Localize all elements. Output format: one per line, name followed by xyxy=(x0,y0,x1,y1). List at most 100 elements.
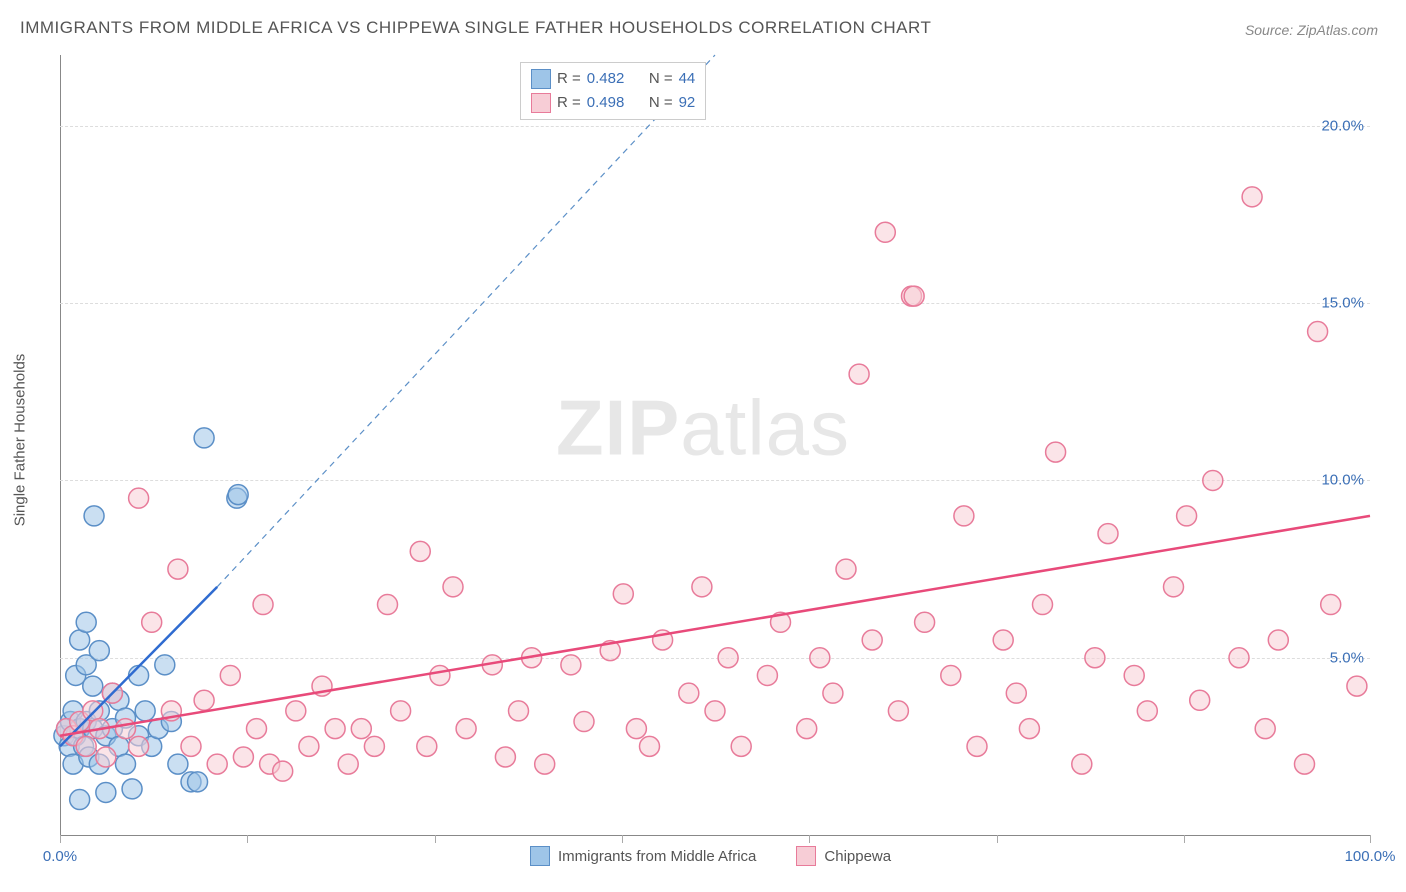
source-attribution: Source: ZipAtlas.com xyxy=(1245,22,1378,38)
data-point xyxy=(954,506,974,526)
data-point xyxy=(155,655,175,675)
data-point xyxy=(1033,595,1053,615)
data-point xyxy=(574,712,594,732)
data-point xyxy=(456,719,476,739)
data-point xyxy=(967,736,987,756)
data-point xyxy=(757,665,777,685)
data-point xyxy=(116,754,136,774)
scatter-plot-svg xyxy=(60,55,1370,835)
legend-swatch xyxy=(796,846,816,866)
data-point xyxy=(168,754,188,774)
data-point xyxy=(378,595,398,615)
data-point xyxy=(731,736,751,756)
data-point xyxy=(1268,630,1288,650)
x-tick xyxy=(435,835,436,843)
data-point xyxy=(228,485,248,505)
data-point xyxy=(410,541,430,561)
data-point xyxy=(1019,719,1039,739)
y-axis-label: Single Father Households xyxy=(12,354,29,527)
data-point xyxy=(1164,577,1184,597)
x-tick xyxy=(1370,835,1371,843)
data-point xyxy=(207,754,227,774)
legend-n-label: N = xyxy=(649,67,673,91)
legend-row: R = 0.482 N = 44 xyxy=(531,67,695,91)
legend-swatch xyxy=(531,69,551,89)
data-point xyxy=(613,584,633,604)
data-point xyxy=(1255,719,1275,739)
legend-r-label: R = xyxy=(557,67,581,91)
data-point xyxy=(1046,442,1066,462)
data-point xyxy=(325,719,345,739)
data-point xyxy=(810,648,830,668)
data-point xyxy=(286,701,306,721)
data-point xyxy=(84,506,104,526)
legend-swatch xyxy=(531,93,551,113)
data-point xyxy=(626,719,646,739)
legend-row: R = 0.498 N = 92 xyxy=(531,91,695,115)
data-point xyxy=(1137,701,1157,721)
data-point xyxy=(299,736,319,756)
x-tick-label: 0.0% xyxy=(43,848,77,865)
data-point xyxy=(862,630,882,650)
series-legend-label: Chippewa xyxy=(824,848,891,865)
data-point xyxy=(76,736,96,756)
data-point xyxy=(417,736,437,756)
data-point xyxy=(83,676,103,696)
legend-swatch xyxy=(530,846,550,866)
data-point xyxy=(718,648,738,668)
data-point xyxy=(443,577,463,597)
data-point xyxy=(904,286,924,306)
data-point xyxy=(1177,506,1197,526)
data-point xyxy=(135,701,155,721)
x-axis-line xyxy=(60,835,1370,836)
data-point xyxy=(1347,676,1367,696)
data-point xyxy=(941,665,961,685)
data-point xyxy=(1308,322,1328,342)
data-point xyxy=(1321,595,1341,615)
x-tick xyxy=(622,835,623,843)
data-point xyxy=(1124,665,1144,685)
data-point xyxy=(836,559,856,579)
data-point xyxy=(679,683,699,703)
data-point xyxy=(188,772,208,792)
data-point xyxy=(1072,754,1092,774)
trend-line-extension xyxy=(217,55,715,587)
series-legend-item: Immigrants from Middle Africa xyxy=(530,846,756,866)
series-legend: Immigrants from Middle Africa Chippewa xyxy=(530,846,891,866)
data-point xyxy=(1229,648,1249,668)
data-point xyxy=(168,559,188,579)
legend-r-label: R = xyxy=(557,91,581,115)
x-tick xyxy=(997,835,998,843)
data-point xyxy=(70,790,90,810)
data-point xyxy=(1203,470,1223,490)
legend-r-value: 0.482 xyxy=(587,67,625,91)
data-point xyxy=(535,754,555,774)
data-point xyxy=(1242,187,1262,207)
legend-n-value: 44 xyxy=(679,67,696,91)
data-point xyxy=(89,641,109,661)
data-point xyxy=(495,747,515,767)
x-tick-label: 100.0% xyxy=(1345,848,1396,865)
data-point xyxy=(194,428,214,448)
data-point xyxy=(509,701,529,721)
data-point xyxy=(129,736,149,756)
data-point xyxy=(797,719,817,739)
data-point xyxy=(76,612,96,632)
data-point xyxy=(233,747,253,767)
data-point xyxy=(116,719,136,739)
data-point xyxy=(875,222,895,242)
data-point xyxy=(1085,648,1105,668)
data-point xyxy=(1190,690,1210,710)
data-point xyxy=(220,665,240,685)
data-point xyxy=(273,761,293,781)
x-tick xyxy=(1184,835,1185,843)
data-point xyxy=(561,655,581,675)
data-point xyxy=(181,736,201,756)
data-point xyxy=(430,665,450,685)
data-point xyxy=(993,630,1013,650)
data-point xyxy=(849,364,869,384)
data-point xyxy=(640,736,660,756)
data-point xyxy=(247,719,267,739)
data-point xyxy=(1006,683,1026,703)
correlation-legend-box: R = 0.482 N = 44R = 0.498 N = 92 xyxy=(520,62,706,120)
